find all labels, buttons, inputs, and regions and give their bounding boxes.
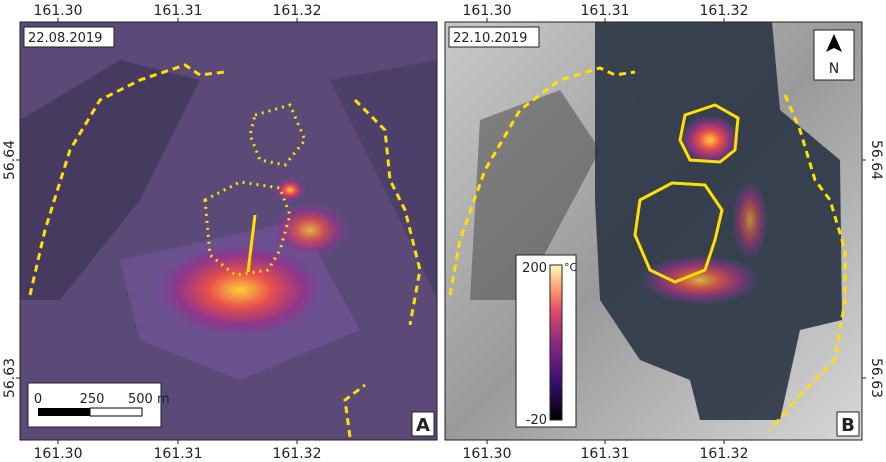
x-tick-label: 161.30 — [34, 3, 83, 19]
letter-box — [836, 411, 860, 437]
x-tick-label: 161.31 — [581, 446, 630, 462]
panel-letter: A — [416, 415, 430, 436]
scale-label: 250 — [80, 392, 105, 407]
north-label: N — [829, 61, 839, 77]
x-tick-label: 161.30 — [463, 446, 512, 462]
y-tick-label: 56.64 — [2, 140, 18, 180]
colorbar: 200 °C -20 — [515, 254, 578, 428]
y-tick-label: 56.63 — [2, 358, 18, 398]
date-box — [23, 26, 115, 48]
scale-label: 500 m — [128, 392, 170, 407]
x-tick-label: 161.30 — [34, 446, 83, 462]
panel-b-image — [445, 22, 862, 440]
x-tick-label: 161.31 — [581, 3, 630, 19]
y-tick-label: 56.63 — [868, 358, 884, 398]
x-tick-label: 161.32 — [700, 3, 749, 19]
colorbar-max: 200 — [522, 261, 547, 276]
colorbar-min: -20 — [526, 413, 547, 428]
date-box — [448, 26, 540, 48]
y-tick-label: 56.64 — [868, 140, 884, 180]
x-tick-label: 161.31 — [154, 3, 203, 19]
x-tick-label: 161.31 — [154, 446, 203, 462]
panel-letter: B — [841, 415, 855, 436]
panel-a-frame — [19, 21, 438, 441]
x-tick-label: 161.30 — [463, 3, 512, 19]
letter-box — [411, 411, 435, 437]
scale-bar: 0 250 500 m — [27, 382, 170, 428]
x-tick-label: 161.32 — [700, 446, 749, 462]
panel-a-image — [20, 22, 437, 440]
x-tick-label: 161.32 — [273, 3, 322, 19]
panel-b-frame — [444, 21, 863, 441]
x-tick-label: 161.32 — [273, 446, 322, 462]
north-arrow: N — [813, 29, 855, 81]
date: 22.10.2019 — [453, 31, 527, 46]
axes: 161.30 161.30 161.31 161.31 161.32 161.32 56.6… — [2, 3, 884, 462]
colorbar-unit: °C — [564, 261, 578, 274]
scale-label: 0 — [34, 392, 42, 407]
date: 22.08.2019 — [28, 31, 102, 46]
